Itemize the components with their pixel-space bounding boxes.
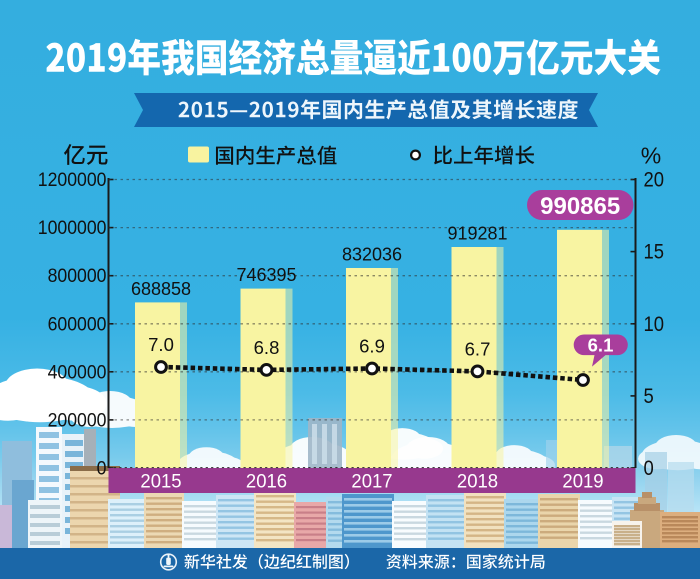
svg-text:990865: 990865 xyxy=(540,193,620,220)
svg-text:20: 20 xyxy=(644,168,665,191)
svg-text:6.7: 6.7 xyxy=(465,338,491,359)
svg-text:600000: 600000 xyxy=(48,313,107,335)
svg-text:2018: 2018 xyxy=(457,471,498,493)
svg-text:1000000: 1000000 xyxy=(38,216,107,238)
svg-text:6.1: 6.1 xyxy=(588,335,614,356)
svg-text:2015: 2015 xyxy=(140,471,181,493)
svg-text:746395: 746395 xyxy=(236,265,296,285)
svg-text:%: % xyxy=(641,143,661,169)
svg-text:832036: 832036 xyxy=(342,245,402,265)
svg-text:1200000: 1200000 xyxy=(38,168,107,190)
svg-text:919281: 919281 xyxy=(447,224,507,244)
svg-text:6.8: 6.8 xyxy=(254,337,280,358)
svg-text:0: 0 xyxy=(644,457,654,480)
svg-text:5: 5 xyxy=(644,385,654,408)
svg-text:400000: 400000 xyxy=(48,361,107,383)
svg-text:2017: 2017 xyxy=(351,471,392,493)
svg-text:2019: 2019 xyxy=(562,471,603,493)
svg-text:15: 15 xyxy=(644,241,665,264)
svg-text:7.0: 7.0 xyxy=(148,334,174,355)
svg-text:800000: 800000 xyxy=(48,265,107,287)
svg-text:10: 10 xyxy=(644,313,665,336)
svg-text:6.9: 6.9 xyxy=(359,335,385,356)
svg-text:2016: 2016 xyxy=(246,471,287,493)
svg-text:0: 0 xyxy=(97,457,107,479)
svg-text:688858: 688858 xyxy=(131,279,191,299)
svg-text:200000: 200000 xyxy=(48,409,107,431)
